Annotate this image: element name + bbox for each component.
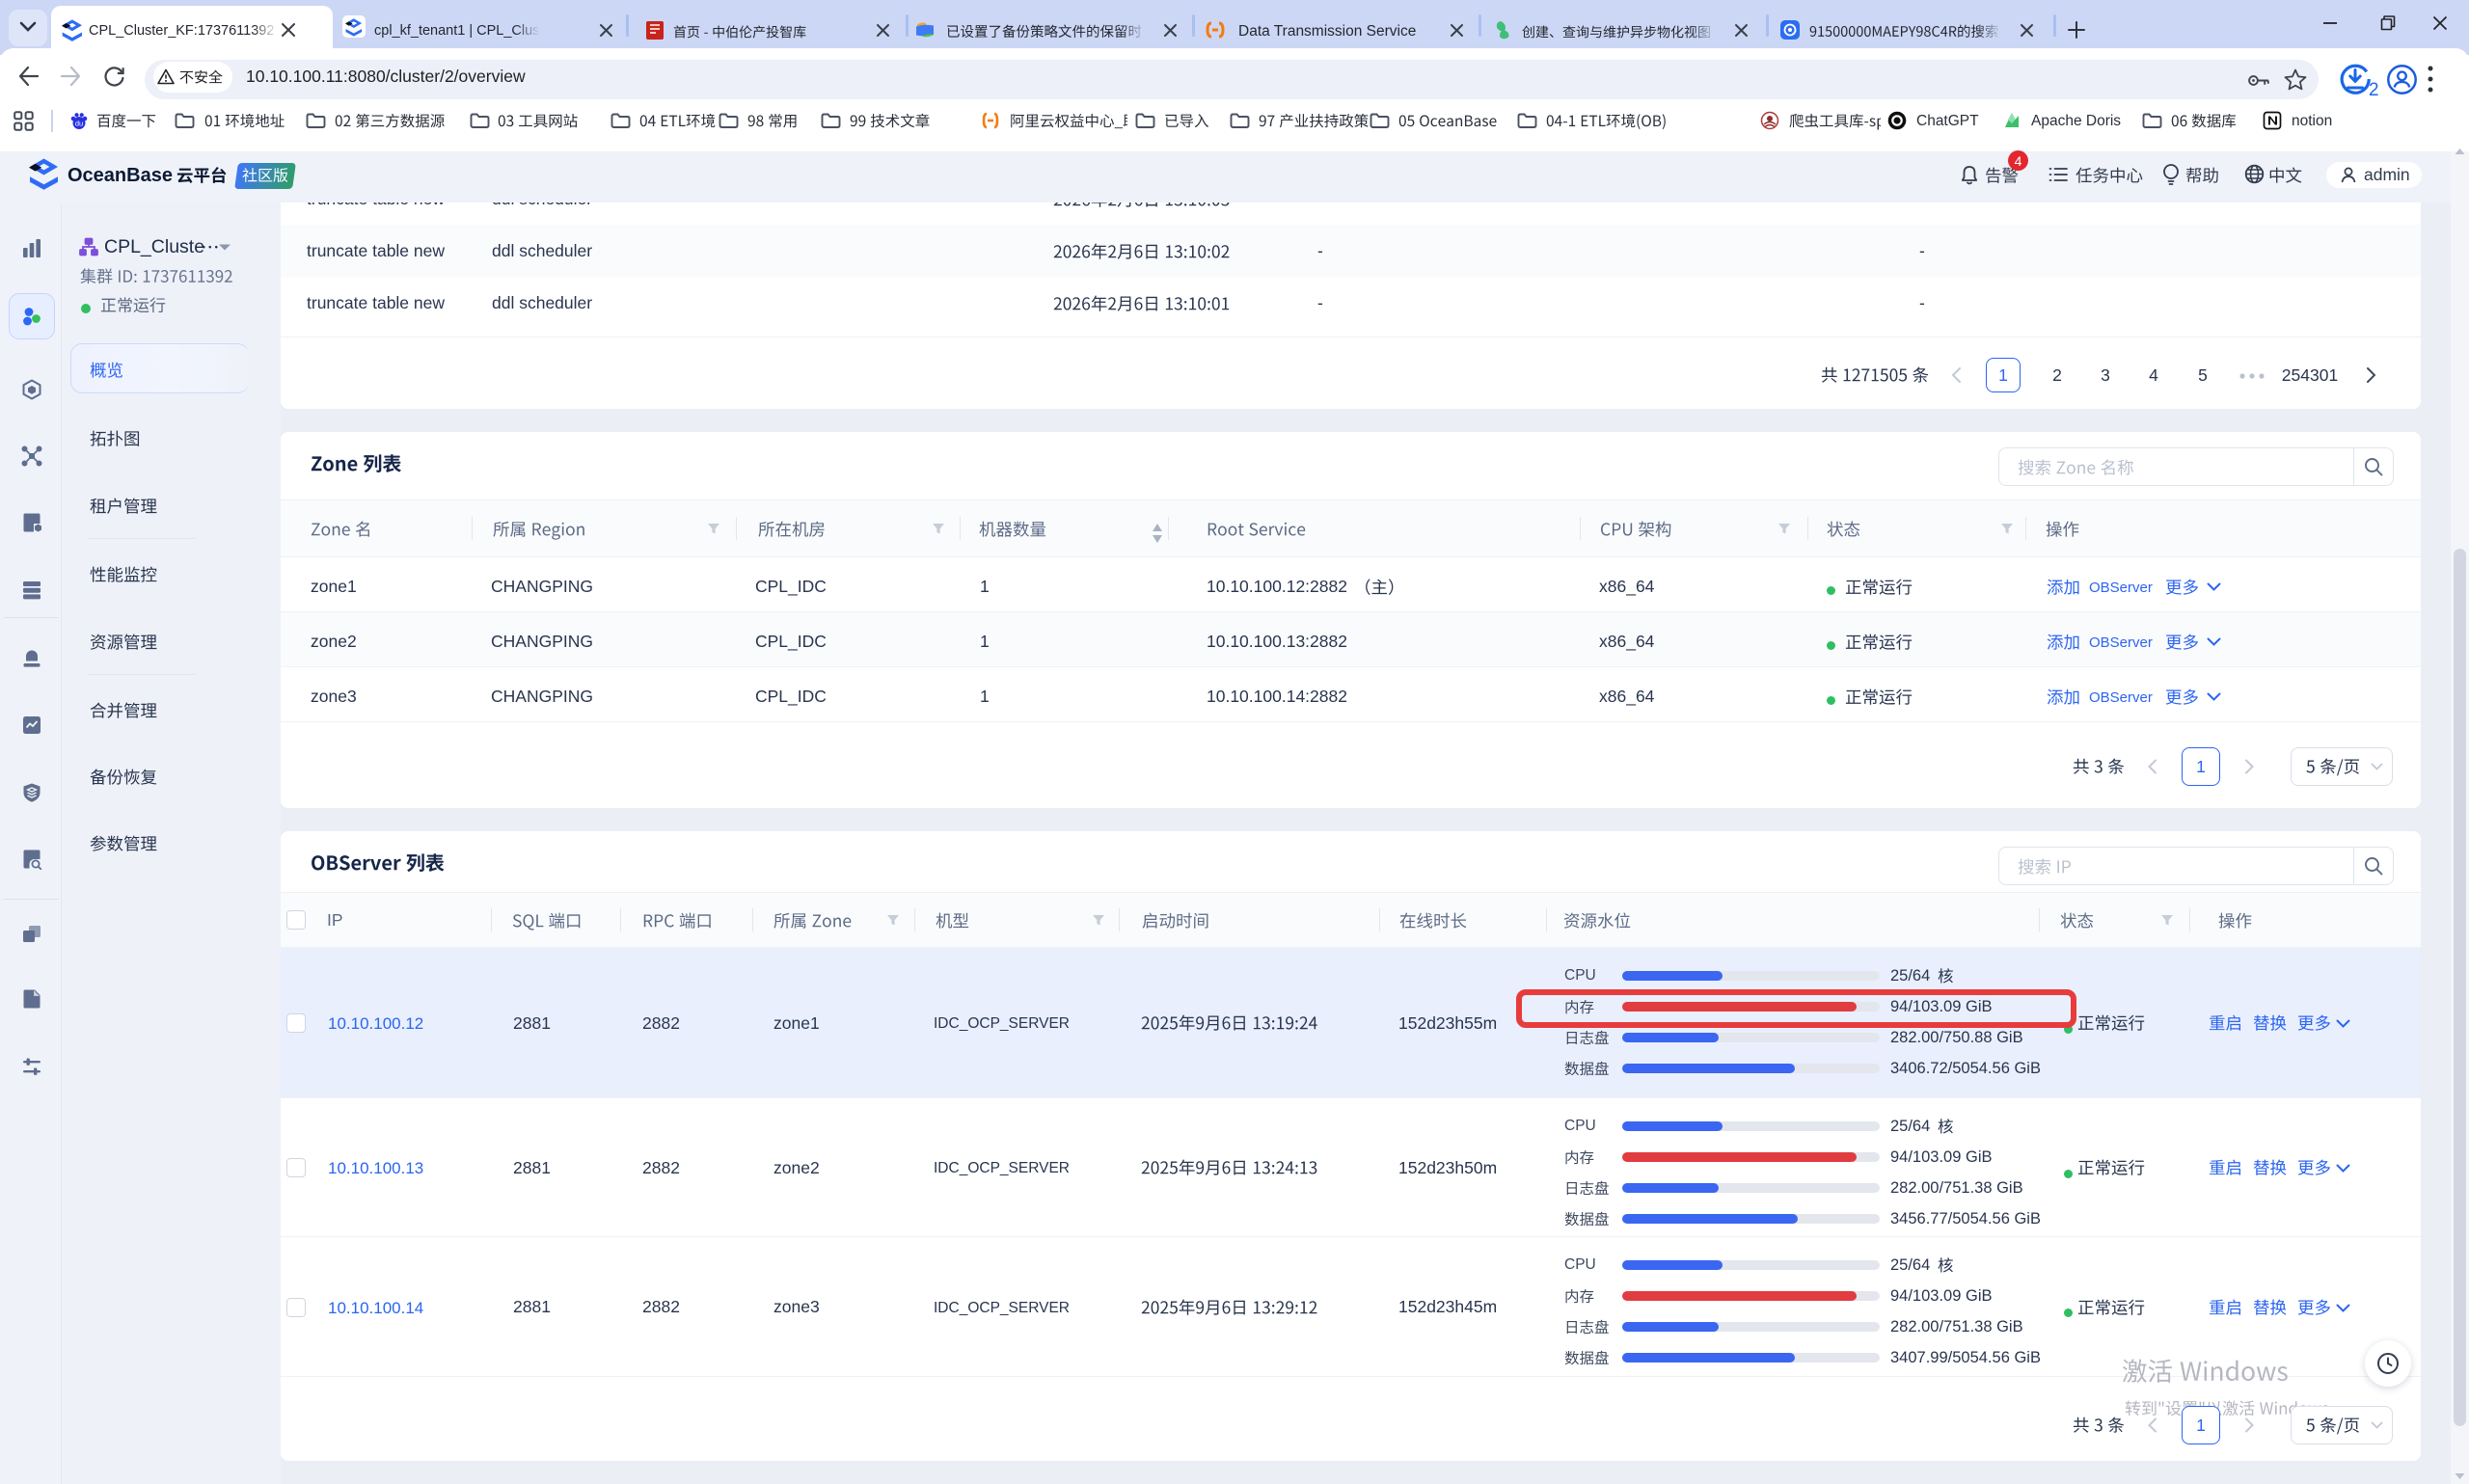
svg-text:du: du — [75, 120, 83, 128]
